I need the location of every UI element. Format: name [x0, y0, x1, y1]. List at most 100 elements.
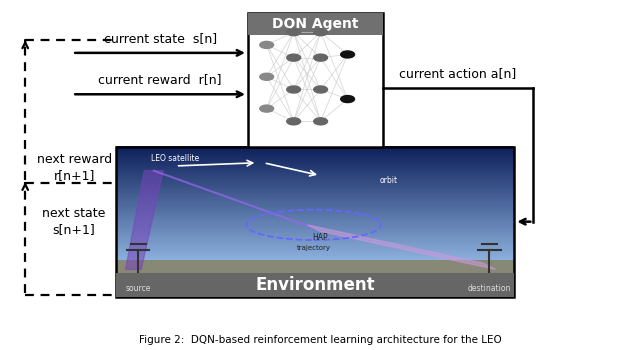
Bar: [116, 216, 515, 218]
Bar: [116, 260, 515, 273]
Bar: [116, 162, 515, 163]
Text: DQN Agent: DQN Agent: [272, 17, 358, 31]
Bar: [116, 147, 515, 149]
Bar: [116, 234, 515, 236]
Bar: [116, 202, 515, 203]
Bar: [116, 159, 515, 160]
Bar: [116, 250, 515, 252]
Bar: [116, 246, 515, 248]
Bar: [248, 13, 383, 147]
Bar: [116, 225, 515, 228]
Bar: [116, 251, 515, 253]
Bar: [116, 255, 515, 257]
Bar: [116, 252, 515, 254]
Bar: [116, 183, 515, 184]
Bar: [116, 178, 515, 180]
Bar: [116, 219, 515, 221]
Text: orbit: orbit: [380, 176, 397, 185]
Bar: [116, 210, 515, 212]
Bar: [116, 233, 515, 235]
Bar: [116, 214, 515, 216]
Bar: [116, 218, 515, 220]
Bar: [116, 270, 515, 272]
Bar: [116, 205, 515, 206]
Bar: [116, 170, 515, 172]
Bar: [116, 194, 515, 196]
Bar: [116, 235, 515, 237]
Text: current reward  r[n]: current reward r[n]: [99, 73, 222, 86]
Bar: [116, 192, 515, 194]
Text: current state  s[n]: current state s[n]: [104, 32, 216, 45]
Bar: [116, 165, 515, 167]
Text: trajectory: trajectory: [297, 245, 331, 251]
Text: r[n+1]: r[n+1]: [54, 169, 95, 182]
Bar: [116, 271, 515, 273]
Bar: [116, 273, 515, 296]
Bar: [116, 166, 515, 168]
Bar: [116, 268, 515, 271]
Bar: [116, 262, 515, 264]
Bar: [116, 150, 515, 152]
Bar: [116, 257, 515, 259]
Circle shape: [260, 41, 273, 48]
Circle shape: [260, 73, 273, 80]
Bar: [116, 158, 515, 159]
Text: current action a[n]: current action a[n]: [399, 67, 516, 80]
Bar: [116, 213, 515, 215]
Bar: [116, 239, 515, 241]
Bar: [116, 191, 515, 193]
Bar: [116, 223, 515, 225]
Bar: [116, 146, 515, 148]
Bar: [116, 253, 515, 255]
Bar: [116, 264, 515, 266]
Bar: [116, 265, 515, 267]
Text: Figure 2:  DQN-based reinforcement learning architecture for the LEO: Figure 2: DQN-based reinforcement learni…: [139, 335, 501, 345]
Circle shape: [260, 105, 273, 112]
Bar: [116, 241, 515, 243]
Bar: [116, 258, 515, 260]
Bar: [116, 244, 515, 246]
Polygon shape: [307, 225, 495, 270]
Bar: [116, 215, 515, 217]
Bar: [116, 175, 515, 177]
Bar: [116, 190, 515, 192]
Bar: [116, 261, 515, 263]
Text: Environment: Environment: [255, 275, 375, 294]
Bar: [116, 153, 515, 155]
Bar: [116, 181, 515, 182]
Bar: [116, 147, 515, 296]
Bar: [116, 208, 515, 210]
Bar: [116, 169, 515, 171]
Bar: [116, 201, 515, 202]
Bar: [116, 173, 515, 175]
Text: HAP: HAP: [312, 233, 328, 242]
Circle shape: [314, 86, 328, 93]
Bar: [116, 221, 515, 223]
Text: destination: destination: [468, 284, 511, 293]
Bar: [116, 196, 515, 198]
Bar: [116, 164, 515, 166]
Bar: [116, 177, 515, 179]
Bar: [116, 168, 515, 170]
Bar: [116, 266, 515, 268]
Circle shape: [314, 29, 328, 36]
Bar: [116, 226, 515, 229]
Bar: [116, 151, 515, 153]
Bar: [116, 156, 515, 158]
Bar: [116, 187, 515, 189]
Bar: [116, 238, 515, 240]
Bar: [116, 230, 515, 232]
Bar: [116, 155, 515, 157]
Bar: [116, 240, 515, 242]
Text: s[n+1]: s[n+1]: [52, 223, 95, 236]
Bar: [116, 167, 515, 169]
Bar: [116, 229, 515, 231]
Bar: [116, 237, 515, 239]
Text: source: source: [125, 284, 151, 293]
Bar: [116, 254, 515, 256]
Text: LEO satellite: LEO satellite: [150, 154, 199, 163]
Bar: [116, 172, 515, 174]
Bar: [116, 198, 515, 200]
Bar: [116, 199, 515, 201]
Bar: [116, 186, 515, 188]
